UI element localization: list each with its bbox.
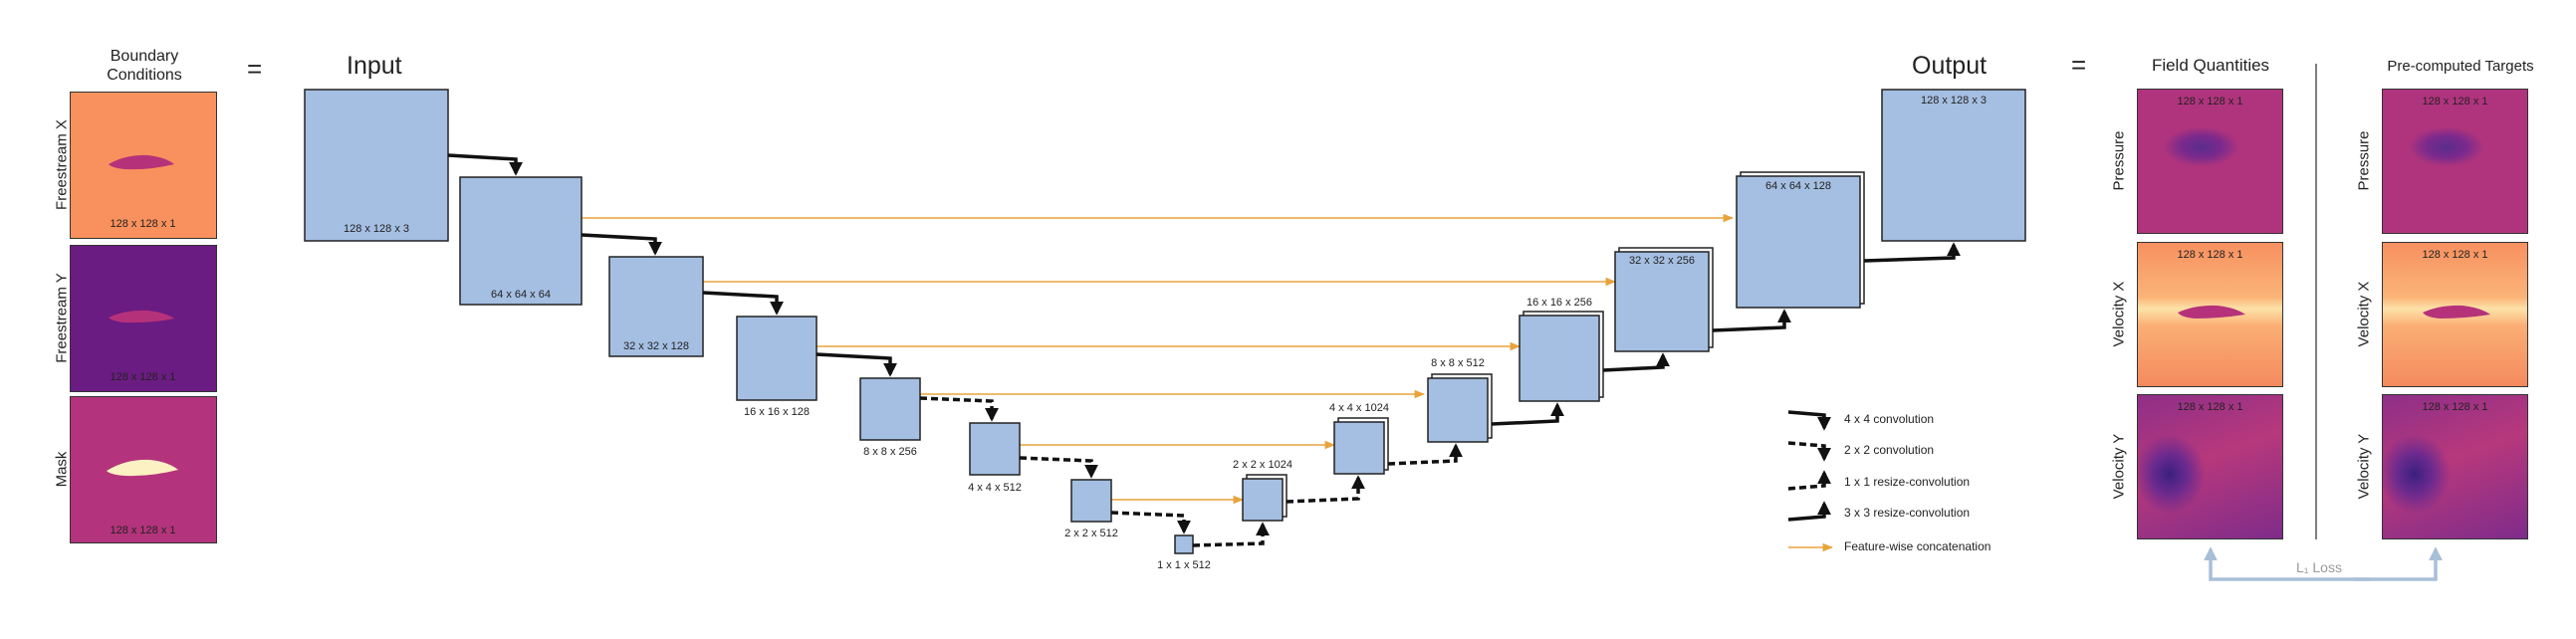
encoder-block-32 xyxy=(608,256,704,357)
airfoil-wake-icon xyxy=(2423,305,2490,319)
legend-label-3x3: 3 x 3 resize-convolution xyxy=(1844,506,1971,520)
up-arrow-4 xyxy=(1491,402,1564,426)
decoder-block-8 xyxy=(1427,377,1489,443)
target-velocity-y-dims: 128 x 128 x 1 xyxy=(2422,401,2488,413)
field-quantities-header: Field Quantities xyxy=(2151,56,2270,75)
field-pressure-dims: 128 x 128 x 1 xyxy=(2177,96,2243,107)
legend-icon-2x2 xyxy=(1787,441,1831,462)
up-arrow-1 xyxy=(1192,522,1270,547)
encoder-block-128 xyxy=(304,89,449,242)
equals-sign-right: = xyxy=(2071,50,2087,80)
encoder-dims-64: 64 x 64 x 64 xyxy=(491,289,551,301)
up-arrow-7 xyxy=(1863,242,1961,263)
target-pressure-label: Pressure xyxy=(2355,130,2373,191)
up-arrow-2 xyxy=(1286,475,1365,504)
legend-icon-3x3 xyxy=(1787,501,1831,522)
encoder-block-16 xyxy=(736,316,818,401)
target-pressure-tile: 128 x 128 x 1 xyxy=(2382,89,2528,234)
field-pressure-tile: 128 x 128 x 1 xyxy=(2137,89,2283,234)
field-velocity-x-tile: 128 x 128 x 1 xyxy=(2137,242,2283,387)
field-velocity-y-label: Velocity Y xyxy=(2110,433,2128,500)
airfoil-wake-icon xyxy=(2178,305,2245,319)
legend-label-2x2: 2 x 2 convolution xyxy=(1844,443,1935,457)
encoder-block-2 xyxy=(1070,479,1112,523)
freestream-y-tile: 128 x 128 x 1 xyxy=(70,245,217,392)
encoder-dims-16: 16 x 16 x 128 xyxy=(743,406,811,418)
encoder-block-64 xyxy=(459,176,583,306)
l1-loss-label: L₁ Loss xyxy=(2280,559,2358,575)
target-velocity-y-tile: 128 x 128 x 1 xyxy=(2382,394,2528,539)
decoder-block-2 xyxy=(1242,478,1284,522)
field-pressure-label: Pressure xyxy=(2110,130,2128,191)
target-velocity-x-dims: 128 x 128 x 1 xyxy=(2422,249,2488,261)
down-arrow-6 xyxy=(1019,456,1098,479)
encoder-block-8 xyxy=(859,377,921,441)
target-velocity-x-label: Velocity X xyxy=(2355,281,2373,347)
mask-dims: 128 x 128 x 1 xyxy=(110,525,176,536)
legend-icon-1x1 xyxy=(1787,470,1831,491)
airfoil-mask-icon xyxy=(107,459,178,477)
encoder-dims-128: 128 x 128 x 3 xyxy=(343,223,410,235)
field-velocity-y-tile: 128 x 128 x 1 xyxy=(2137,394,2283,539)
up-arrow-3 xyxy=(1387,443,1463,466)
output-dims-128: 128 x 128 x 3 xyxy=(1920,95,1988,106)
precomputed-targets-header: Pre-computed Targets xyxy=(2387,58,2534,75)
field-velocity-y-dims: 128 x 128 x 1 xyxy=(2177,401,2243,413)
legend-label-concat: Feature-wise concatenation xyxy=(1844,539,1991,553)
down-arrow-2 xyxy=(581,233,662,256)
airfoil-shape-icon xyxy=(109,310,174,323)
decoder-block-4 xyxy=(1333,421,1385,475)
down-arrow-4 xyxy=(816,352,897,377)
loss-arrow-left xyxy=(2204,546,2370,581)
output-block-128 xyxy=(1881,89,2026,242)
target-pressure-dims: 128 x 128 x 1 xyxy=(2422,96,2488,107)
encoder-dims-4: 4 x 4 x 512 xyxy=(968,482,1022,494)
up-arrow-6 xyxy=(1712,309,1791,332)
freestream-x-tile: 128 x 128 x 1 xyxy=(70,92,217,239)
up-arrow-5 xyxy=(1602,352,1670,372)
encoder-dims-1: 1 x 1 x 512 xyxy=(1157,559,1211,571)
decoder-block-64 xyxy=(1736,175,1861,309)
target-velocity-x-tile: 128 x 128 x 1 xyxy=(2382,242,2528,387)
mask-tile: 128 x 128 x 1 xyxy=(70,396,217,543)
down-arrow-1 xyxy=(447,153,523,176)
decoder-dims-8: 8 x 8 x 512 xyxy=(1431,357,1485,369)
input-header: Input xyxy=(347,52,402,80)
legend-label-4x4: 4 x 4 convolution xyxy=(1844,412,1935,426)
freestream-y-dims: 128 x 128 x 1 xyxy=(110,371,176,383)
encoder-dims-32: 32 x 32 x 128 xyxy=(622,340,690,352)
encoder-dims-8: 8 x 8 x 256 xyxy=(863,446,917,458)
decoder-dims-4: 4 x 4 x 1024 xyxy=(1329,402,1389,414)
encoder-dims-2: 2 x 2 x 512 xyxy=(1064,528,1118,539)
decoder-block-32 xyxy=(1614,251,1710,352)
decoder-dims-64: 64 x 64 x 128 xyxy=(1764,180,1832,192)
decoder-block-16 xyxy=(1519,315,1600,402)
down-arrow-5 xyxy=(919,396,999,422)
equals-sign-left: = xyxy=(247,54,263,84)
encoder-block-1 xyxy=(1174,534,1194,554)
down-arrow-7 xyxy=(1110,511,1191,534)
loss-arrow-right xyxy=(2354,546,2443,581)
down-arrow-3 xyxy=(702,291,784,316)
decoder-dims-2: 2 x 2 x 1024 xyxy=(1233,459,1292,471)
legend-label-1x1: 1 x 1 resize-convolution xyxy=(1844,475,1971,489)
legend-icon-4x4 xyxy=(1787,410,1831,431)
boundary-conditions-header: Boundary Conditions xyxy=(107,48,182,84)
freestream-x-dims: 128 x 128 x 1 xyxy=(110,218,176,230)
airfoil-shape-icon xyxy=(109,154,174,170)
output-header: Output xyxy=(1912,52,1988,80)
decoder-dims-16: 16 x 16 x 256 xyxy=(1525,297,1593,309)
target-velocity-y-label: Velocity Y xyxy=(2355,433,2373,500)
field-velocity-x-label: Velocity X xyxy=(2110,281,2128,347)
encoder-block-4 xyxy=(969,422,1021,476)
decoder-dims-32: 32 x 32 x 256 xyxy=(1628,255,1696,267)
field-velocity-x-dims: 128 x 128 x 1 xyxy=(2177,249,2243,261)
